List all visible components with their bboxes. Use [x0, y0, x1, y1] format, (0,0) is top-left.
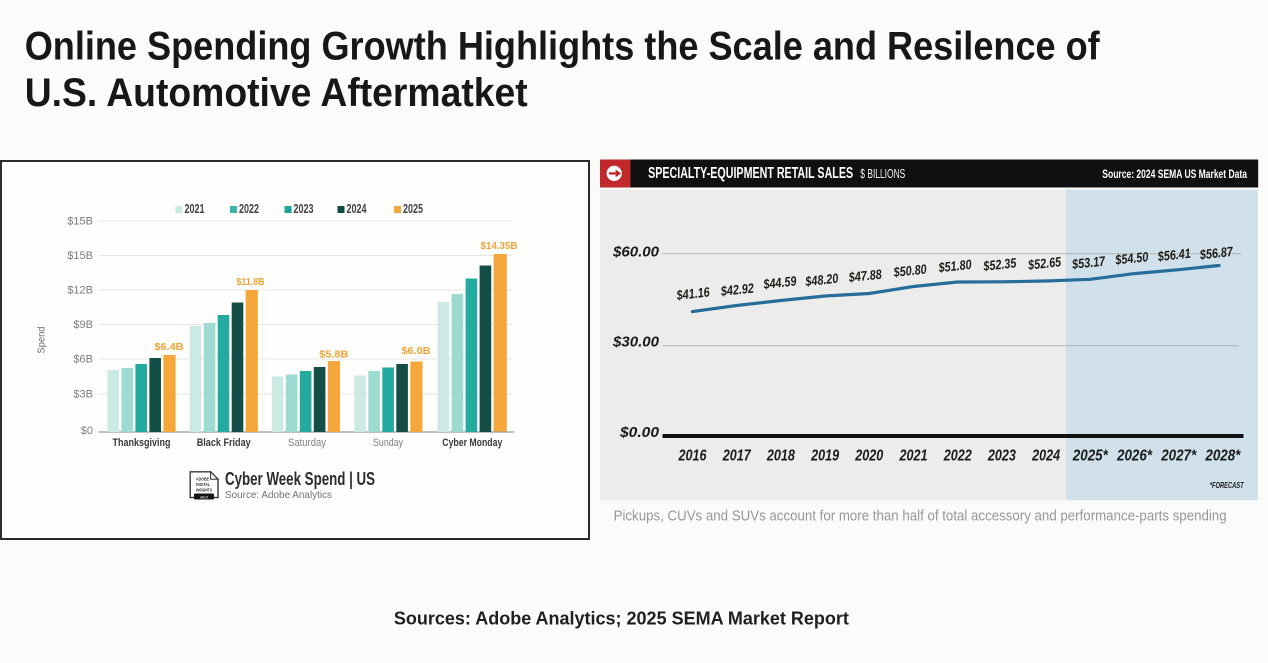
svg-text:SPECIALTY-EQUIPMENT RETAIL SAL: SPECIALTY-EQUIPMENT RETAIL SALES — [648, 165, 853, 182]
svg-text:2023: 2023 — [987, 448, 1016, 465]
svg-text:2025: 2025 — [403, 201, 423, 216]
svg-text:$ BILLIONS: $ BILLIONS — [860, 167, 905, 181]
svg-text:U.S. Automotive Aftermatket: U.S. Automotive Aftermatket — [25, 71, 528, 115]
svg-text:$52.65: $52.65 — [1027, 254, 1063, 272]
svg-text:Thanksgiving: Thanksgiving — [113, 437, 171, 449]
svg-text:$6.0B: $6.0B — [402, 346, 431, 357]
svg-text:$12B: $12B — [67, 285, 93, 297]
svg-text:$0: $0 — [81, 425, 93, 437]
svg-text:$47.88: $47.88 — [847, 267, 883, 285]
svg-text:2021: 2021 — [899, 448, 928, 465]
svg-text:$41.16: $41.16 — [675, 284, 711, 302]
svg-text:2024: 2024 — [1031, 448, 1060, 465]
svg-text:Saturday: Saturday — [288, 437, 326, 449]
svg-text:$56.41: $56.41 — [1156, 246, 1191, 264]
svg-text:Pickups, CUVs and SUVs account: Pickups, CUVs and SUVs account for more … — [614, 508, 1227, 524]
svg-text:Black Friday: Black Friday — [197, 437, 252, 449]
svg-text:Spend: Spend — [36, 326, 48, 353]
svg-text:Source: Adobe Analytics: Source: Adobe Analytics — [225, 489, 332, 501]
svg-text:Sources: Adobe Analytics; 2025: Sources: Adobe Analytics; 2025 SEMA Mark… — [394, 608, 849, 628]
svg-text:$60.00: $60.00 — [612, 243, 660, 260]
svg-text:ADOBE: ADOBE — [196, 477, 209, 482]
svg-text:$42.92: $42.92 — [719, 281, 755, 299]
svg-text:2019: 2019 — [810, 448, 839, 465]
svg-text:2021: 2021 — [185, 201, 205, 216]
svg-text:$5.8B: $5.8B — [319, 350, 348, 361]
svg-text:$51.80: $51.80 — [937, 257, 973, 275]
svg-text:Online Spending Growth Highlig: Online Spending Growth Highlights the Sc… — [25, 24, 1101, 68]
svg-text:$52.35: $52.35 — [982, 255, 1018, 273]
svg-text:$15B: $15B — [67, 250, 93, 262]
svg-text:2025*: 2025* — [1072, 448, 1109, 465]
svg-text:2017: 2017 — [722, 448, 752, 465]
svg-text:$50.80: $50.80 — [892, 262, 928, 280]
svg-text:$14.35B: $14.35B — [481, 241, 518, 252]
svg-text:$11.8B: $11.8B — [237, 277, 265, 288]
svg-text:2022: 2022 — [943, 448, 972, 465]
svg-text:2020: 2020 — [854, 448, 883, 465]
svg-text:$44.59: $44.59 — [762, 273, 798, 291]
svg-text:2016: 2016 — [678, 448, 707, 465]
svg-text:$30.00: $30.00 — [612, 334, 660, 351]
svg-text:INSIGHTS: INSIGHTS — [196, 488, 212, 493]
svg-text:*FORECAST: *FORECAST — [1210, 480, 1245, 490]
svg-text:$6.4B: $6.4B — [155, 342, 184, 353]
svg-text:2028*: 2028* — [1205, 448, 1242, 465]
svg-text:2022: 2022 — [239, 201, 259, 216]
svg-text:2023: 2023 — [294, 201, 314, 216]
svg-text:$15B: $15B — [67, 216, 93, 228]
svg-text:Sunday: Sunday — [373, 437, 403, 449]
svg-text:DIGITAL: DIGITAL — [196, 482, 210, 487]
svg-text:$9B: $9B — [73, 319, 93, 331]
svg-text:$56.87: $56.87 — [1198, 244, 1234, 263]
svg-text:2024: 2024 — [347, 201, 368, 216]
svg-text:2018: 2018 — [766, 448, 795, 465]
svg-text:$0.00: $0.00 — [619, 424, 660, 441]
svg-text:2027*: 2027* — [1160, 448, 1197, 465]
svg-text:ADI: ADI — [200, 494, 208, 499]
svg-text:$48.20: $48.20 — [804, 271, 840, 289]
svg-text:2026*: 2026* — [1116, 448, 1153, 465]
svg-text:Source: 2024 SEMA US Market Da: Source: 2024 SEMA US Market Data — [1102, 169, 1247, 181]
svg-text:Cyber Week Spend | US: Cyber Week Spend | US — [225, 469, 375, 489]
svg-text:$53.17: $53.17 — [1071, 253, 1107, 272]
svg-text:$3B: $3B — [73, 389, 93, 401]
svg-text:$54.50: $54.50 — [1114, 249, 1150, 267]
svg-text:Cyber Monday: Cyber Monday — [442, 437, 503, 449]
svg-text:$6B: $6B — [73, 354, 93, 366]
